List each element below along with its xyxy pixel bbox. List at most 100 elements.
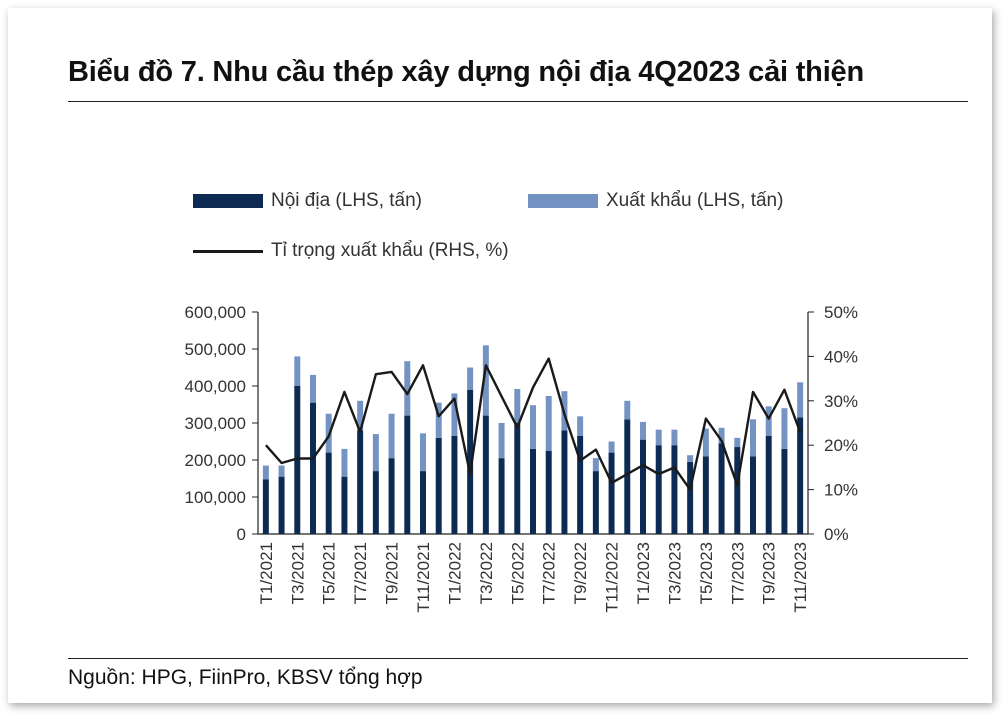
bar-domestic <box>388 458 395 534</box>
legend-swatch-domestic <box>193 194 263 208</box>
x-tick-label: T5/2021 <box>320 542 339 604</box>
bar-export <box>624 400 631 420</box>
bar-domestic <box>750 456 756 534</box>
bar-export <box>262 465 269 480</box>
right-tick-label: 10% <box>824 481 858 500</box>
x-tick-label: T1/2021 <box>257 542 276 604</box>
bar-domestic <box>451 435 458 534</box>
bar-export <box>294 356 301 386</box>
bar-domestic <box>781 448 788 534</box>
bar-domestic <box>624 419 631 534</box>
bar-export <box>341 448 348 477</box>
legend-swatch-ratio <box>193 249 263 253</box>
x-tick-label: T9/2022 <box>571 542 590 604</box>
left-tick-label: 200,000 <box>185 451 246 470</box>
legend-label-export: Xuất khẩu (LHS, tấn) <box>606 190 784 211</box>
bar-domestic <box>514 423 521 534</box>
x-tick-label: T7/2022 <box>540 542 559 604</box>
legend-domestic: Nội địa (LHS, tấn) <box>193 190 422 212</box>
bar-export <box>750 419 756 457</box>
x-tick-label: T9/2023 <box>760 542 779 604</box>
bar-domestic <box>702 456 709 534</box>
x-tick-label: T9/2021 <box>383 542 402 604</box>
bar-domestic <box>372 471 379 534</box>
bar-domestic <box>467 389 474 534</box>
title-divider <box>68 101 968 102</box>
right-tick-label: 20% <box>824 436 858 455</box>
bar-export <box>372 434 379 472</box>
bar-export <box>781 408 788 449</box>
legend-ratio: Tỉ trọng xuất khẩu (RHS, %) <box>193 240 509 262</box>
bar-export <box>357 400 364 431</box>
x-tick-label: T1/2022 <box>445 542 464 604</box>
bar-export <box>765 406 772 436</box>
right-tick-label: 30% <box>824 392 858 411</box>
bar-export <box>514 388 521 423</box>
source-note: Nguồn: HPG, FiinPro, KBSV tổng hợp <box>68 666 423 689</box>
chart-title: Biểu đồ 7. Nhu cầu thép xây dựng nội địa… <box>68 56 864 88</box>
right-tick-label: 0% <box>824 525 849 544</box>
bar-domestic <box>310 402 316 534</box>
left-tick-label: 300,000 <box>185 414 246 433</box>
bar-export <box>420 433 426 472</box>
bar-domestic <box>420 471 426 534</box>
bar-domestic <box>341 476 348 534</box>
bar-export <box>608 441 615 453</box>
bar-export <box>482 345 489 416</box>
bar-export <box>498 423 505 459</box>
bar-export <box>451 393 458 436</box>
bar-domestic <box>294 386 301 534</box>
bar-export <box>655 429 662 446</box>
legend-label-ratio: Tỉ trọng xuất khẩu (RHS, %) <box>271 240 509 261</box>
right-tick-label: 50% <box>824 303 858 322</box>
source-divider <box>68 658 968 659</box>
bar-domestic <box>530 448 536 534</box>
bar-domestic <box>498 458 505 534</box>
x-tick-label: T11/2022 <box>603 542 622 613</box>
bar-domestic <box>687 461 694 534</box>
bar-export <box>310 374 316 403</box>
bar-export <box>797 382 804 418</box>
legend-export: Xuất khẩu (LHS, tấn) <box>528 190 783 212</box>
legend-label-domestic: Nội địa (LHS, tấn) <box>271 190 423 211</box>
ratio-line <box>265 357 802 491</box>
right-tick-label: 40% <box>824 347 858 366</box>
x-tick-label: T11/2021 <box>414 542 433 613</box>
bar-domestic <box>640 439 646 534</box>
bar-export <box>734 437 741 448</box>
legend-swatch-export <box>528 194 598 208</box>
bar-export <box>577 416 584 436</box>
chart-frame <box>8 8 992 703</box>
bar-export <box>702 428 709 457</box>
bar-domestic <box>671 445 678 534</box>
left-tick-label: 600,000 <box>185 303 246 322</box>
bar-domestic <box>765 435 772 534</box>
bar-export <box>467 367 474 390</box>
bar-domestic <box>718 443 725 534</box>
bar-domestic <box>435 437 442 534</box>
bar-export <box>592 458 599 472</box>
bar-domestic <box>404 415 411 534</box>
bar-domestic <box>592 471 599 534</box>
left-tick-label: 400,000 <box>185 377 246 396</box>
bar-export <box>687 455 694 462</box>
x-tick-label: T7/2023 <box>728 542 747 604</box>
bar-export <box>388 413 395 459</box>
left-tick-label: 100,000 <box>185 488 246 507</box>
bar-domestic <box>797 417 804 534</box>
bar-domestic <box>577 435 584 534</box>
bar-export <box>640 421 646 440</box>
bar-export <box>530 405 536 449</box>
x-tick-label: T5/2022 <box>508 542 527 604</box>
bar-domestic <box>734 447 741 534</box>
bar-export <box>545 395 552 451</box>
bar-domestic <box>325 452 332 534</box>
left-tick-label: 0 <box>237 525 246 544</box>
bar-export <box>671 429 678 446</box>
x-tick-label: T1/2023 <box>634 542 653 604</box>
bar-domestic <box>655 445 662 534</box>
left-tick-label: 500,000 <box>185 340 246 359</box>
bar-domestic <box>482 415 489 534</box>
x-tick-label: T7/2021 <box>351 542 370 604</box>
